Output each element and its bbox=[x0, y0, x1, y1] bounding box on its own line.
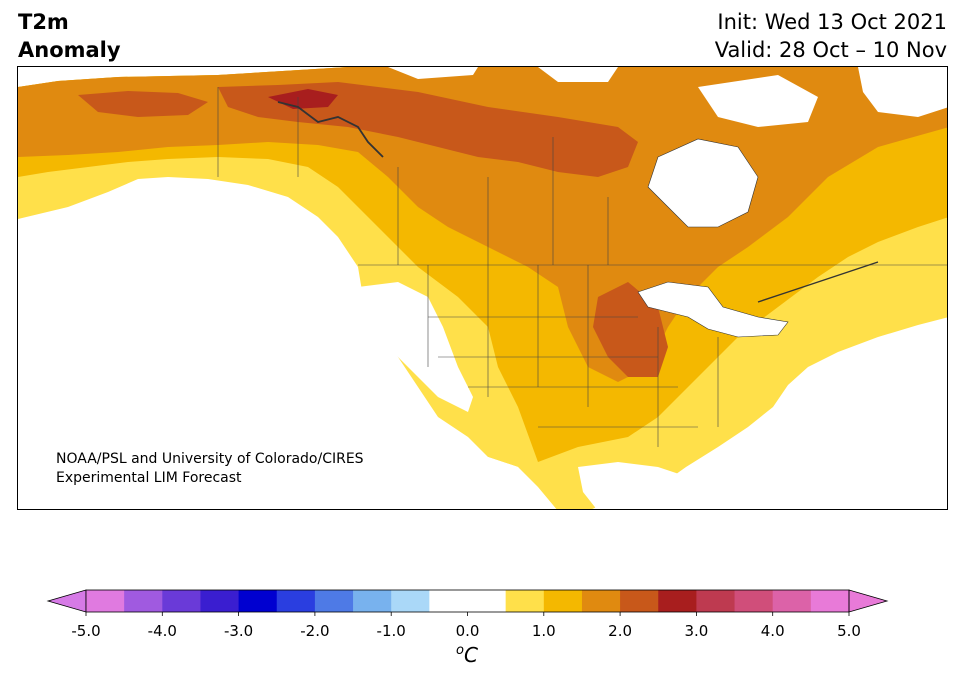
colorbar-segment bbox=[772, 590, 812, 612]
colorbar-segment bbox=[620, 590, 659, 612]
arctic-gap-3 bbox=[698, 75, 818, 127]
colorbar-tick-label: 0.0 bbox=[456, 622, 480, 640]
colorbar-ticks: -5.0 -4.0 -3.0 -2.0 -1.0 0.0 1.0 2.0 3.0 4.0 5.0 bbox=[71, 612, 861, 640]
colorbar-segment bbox=[314, 590, 354, 612]
colorbar-extend-high bbox=[848, 589, 889, 613]
colorbar-unit: oC bbox=[456, 643, 478, 667]
arctic-gap-4 bbox=[858, 67, 947, 117]
colorbar-tick-label: 2.0 bbox=[608, 622, 632, 640]
colorbar-segment bbox=[810, 590, 850, 612]
map-title: T2m Anomaly bbox=[18, 8, 121, 64]
arctic-gap-1 bbox=[388, 67, 478, 79]
borders bbox=[217, 87, 947, 447]
colorbar-tick-label: 5.0 bbox=[837, 622, 861, 640]
land-burnt-west bbox=[78, 91, 208, 117]
forecast-dates: Init: Wed 13 Oct 2021 Valid: 28 Oct – 10… bbox=[715, 8, 947, 64]
gulf-of-mexico bbox=[578, 462, 708, 509]
colorbar-segment bbox=[543, 590, 583, 612]
colorbar-segment bbox=[124, 590, 163, 612]
colorbar-segment bbox=[353, 590, 392, 612]
colorbar-segment bbox=[200, 590, 240, 612]
credit-text: NOAA/PSL and University of Colorado/CIRE… bbox=[56, 450, 364, 488]
credit-line2: Experimental LIM Forecast bbox=[56, 470, 242, 486]
map-svg bbox=[18, 67, 947, 509]
hudson-bay bbox=[647, 138, 759, 228]
unit-superscript: o bbox=[456, 643, 464, 658]
colorbar-segment bbox=[734, 590, 774, 612]
colorbar-segment bbox=[429, 590, 468, 612]
unit-main: C bbox=[464, 643, 478, 667]
credit-line1: NOAA/PSL and University of Colorado/CIRE… bbox=[56, 451, 364, 467]
colorbar-tick-label: -5.0 bbox=[71, 622, 100, 640]
colorbar-segment bbox=[238, 590, 278, 612]
map-title-line1: T2m bbox=[18, 10, 69, 34]
colorbar-segment bbox=[391, 590, 430, 612]
colorbar-segment bbox=[86, 590, 125, 612]
colorbar-segment bbox=[162, 590, 201, 612]
colorbar-segments bbox=[46, 589, 889, 613]
valid-range: Valid: 28 Oct – 10 Nov bbox=[714, 38, 947, 62]
colorbar-segment bbox=[581, 590, 621, 612]
river-line bbox=[277, 101, 384, 158]
great-lakes bbox=[637, 281, 789, 338]
colorbar-segment bbox=[276, 590, 316, 612]
init-date: Init: Wed 13 Oct 2021 bbox=[717, 10, 947, 34]
arctic-gap-2 bbox=[538, 67, 618, 82]
colorbar-tick-label: 1.0 bbox=[532, 622, 556, 640]
land-white-west bbox=[358, 282, 473, 412]
colorbar-tick-label: 4.0 bbox=[761, 622, 785, 640]
colorbar-tick-label: 3.0 bbox=[684, 622, 708, 640]
colorbar-segment bbox=[505, 590, 545, 612]
anomaly-map: NOAA/PSL and University of Colorado/CIRE… bbox=[17, 66, 948, 510]
gulf-of-california bbox=[463, 447, 486, 497]
map-title-line2: Anomaly bbox=[18, 38, 121, 62]
colorbar-svg: -5.0 -4.0 -3.0 -2.0 -1.0 0.0 1.0 2.0 3.0 4.0 5.0 o… bbox=[46, 589, 889, 667]
colorbar-extend-low bbox=[46, 589, 87, 613]
colorbar-segment bbox=[696, 590, 736, 612]
colorbar: -5.0 -4.0 -3.0 -2.0 -1.0 0.0 1.0 2.0 3.0 4.0 5.0 o… bbox=[0, 580, 959, 680]
colorbar-tick-label: -4.0 bbox=[148, 622, 177, 640]
colorbar-tick-label: -3.0 bbox=[224, 622, 253, 640]
colorbar-segment bbox=[658, 590, 697, 612]
colorbar-segment bbox=[467, 590, 507, 612]
land-white-mexico bbox=[488, 457, 556, 509]
st-lawrence bbox=[757, 261, 879, 303]
colorbar-tick-label: -1.0 bbox=[377, 622, 406, 640]
colorbar-tick-label: -2.0 bbox=[300, 622, 329, 640]
